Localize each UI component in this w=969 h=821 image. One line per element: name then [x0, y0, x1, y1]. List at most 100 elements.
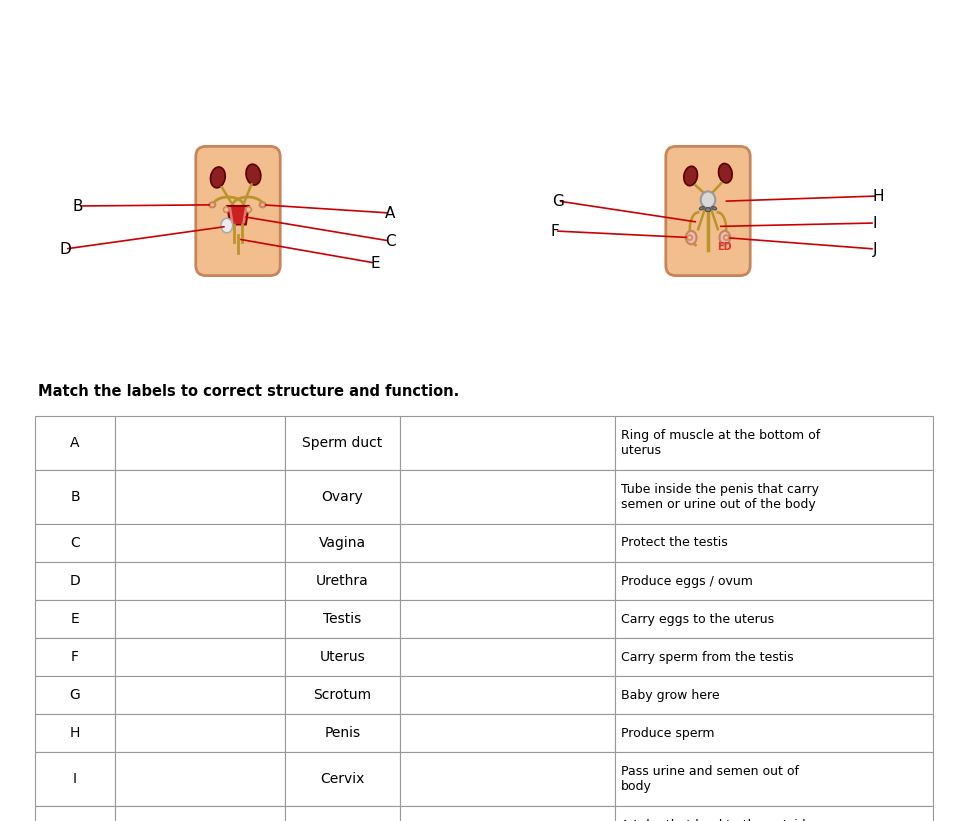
Text: A tube that lead to the outside
of a woman’s body: A tube that lead to the outside of a wom…	[621, 819, 813, 821]
Text: F: F	[550, 223, 559, 238]
Bar	[285, 676, 400, 714]
Ellipse shape	[705, 208, 711, 212]
Bar	[400, 470, 615, 524]
Text: Uterus: Uterus	[320, 650, 365, 664]
Ellipse shape	[209, 202, 215, 208]
Text: Carry eggs to the uterus: Carry eggs to the uterus	[621, 612, 774, 626]
Bar	[400, 676, 615, 714]
Text: J: J	[873, 241, 877, 256]
Polygon shape	[228, 206, 249, 224]
Text: B: B	[73, 199, 83, 213]
Ellipse shape	[719, 163, 733, 183]
Bar	[285, 562, 400, 600]
Text: Vagina: Vagina	[319, 536, 366, 550]
Bar	[115, 676, 285, 714]
Text: ED: ED	[717, 241, 732, 251]
Text: Ring of muscle at the bottom of
uterus: Ring of muscle at the bottom of uterus	[621, 429, 820, 457]
Bar	[400, 416, 615, 470]
FancyBboxPatch shape	[196, 146, 280, 276]
Ellipse shape	[700, 207, 704, 210]
Bar	[115, 562, 285, 600]
Bar	[115, 524, 285, 562]
Text: E: E	[370, 255, 380, 270]
Bar	[115, 806, 285, 821]
Ellipse shape	[684, 167, 698, 186]
Text: D: D	[70, 574, 80, 588]
Text: Protect the testis: Protect the testis	[621, 536, 728, 549]
Bar	[35, 638, 115, 676]
Bar	[115, 638, 285, 676]
Circle shape	[224, 207, 229, 213]
Text: H: H	[872, 189, 884, 204]
FancyBboxPatch shape	[666, 146, 750, 276]
Bar	[35, 600, 115, 638]
Text: Penis: Penis	[325, 726, 360, 740]
Bar	[285, 600, 400, 638]
Ellipse shape	[686, 231, 697, 245]
Bar	[35, 714, 115, 752]
Bar	[115, 416, 285, 470]
Text: I: I	[873, 215, 877, 231]
Text: F: F	[71, 650, 79, 664]
Ellipse shape	[719, 231, 730, 245]
Text: I: I	[73, 772, 77, 786]
Bar	[285, 416, 400, 470]
Bar	[615, 638, 933, 676]
Bar	[35, 562, 115, 600]
Text: C: C	[385, 233, 395, 249]
Circle shape	[687, 235, 692, 240]
Bar	[400, 562, 615, 600]
Ellipse shape	[246, 164, 261, 185]
Bar	[35, 752, 115, 806]
Bar	[35, 676, 115, 714]
Bar	[615, 600, 933, 638]
Bar	[615, 752, 933, 806]
Bar	[400, 638, 615, 676]
Ellipse shape	[210, 167, 225, 188]
Bar	[285, 714, 400, 752]
Polygon shape	[231, 207, 245, 223]
Circle shape	[246, 207, 251, 213]
Text: G: G	[552, 194, 564, 209]
Text: B: B	[70, 490, 79, 504]
Bar	[615, 714, 933, 752]
Bar	[615, 676, 933, 714]
Text: C: C	[70, 536, 79, 550]
Text: G: G	[70, 688, 80, 702]
Bar	[615, 562, 933, 600]
Text: Scrotum: Scrotum	[313, 688, 371, 702]
Text: H: H	[70, 726, 80, 740]
Ellipse shape	[221, 218, 233, 233]
Bar	[35, 806, 115, 821]
Ellipse shape	[260, 202, 266, 208]
Text: Tube inside the penis that carry
semen or urine out of the body: Tube inside the penis that carry semen o…	[621, 483, 819, 511]
Bar	[115, 600, 285, 638]
Bar	[615, 416, 933, 470]
Bar	[400, 600, 615, 638]
Text: Ovary: Ovary	[322, 490, 363, 504]
Text: A: A	[385, 205, 395, 221]
Bar	[115, 752, 285, 806]
Text: Testis: Testis	[324, 612, 361, 626]
Text: Produce eggs / ovum: Produce eggs / ovum	[621, 575, 753, 588]
Bar	[285, 806, 400, 821]
Bar	[35, 416, 115, 470]
Bar	[400, 714, 615, 752]
Bar	[285, 752, 400, 806]
Bar	[115, 470, 285, 524]
Text: Pass urine and semen out of
body: Pass urine and semen out of body	[621, 765, 799, 793]
Bar	[35, 470, 115, 524]
Text: Baby grow here: Baby grow here	[621, 689, 720, 701]
Bar	[400, 806, 615, 821]
Bar	[400, 524, 615, 562]
Bar	[285, 470, 400, 524]
Text: Produce sperm: Produce sperm	[621, 727, 714, 740]
Text: Urethra: Urethra	[316, 574, 369, 588]
Bar	[400, 752, 615, 806]
Ellipse shape	[701, 191, 715, 209]
Text: D: D	[59, 241, 71, 256]
Bar	[615, 470, 933, 524]
Text: E: E	[71, 612, 79, 626]
Text: Sperm duct: Sperm duct	[302, 436, 383, 450]
Bar	[285, 638, 400, 676]
